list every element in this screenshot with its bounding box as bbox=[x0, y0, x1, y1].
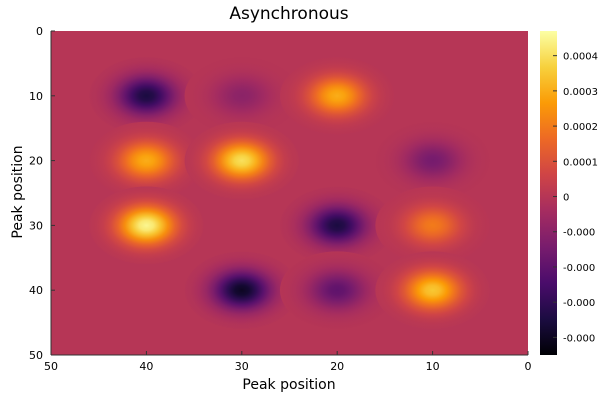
y-tick-label: 0 bbox=[36, 25, 43, 38]
y-axis-label: Peak position bbox=[10, 145, 26, 238]
heatmap-peak bbox=[184, 251, 300, 330]
chart-title: Asynchronous bbox=[229, 4, 348, 24]
axes: 50 40 30 20 10 0 0 10 20 30 40 50 bbox=[29, 25, 532, 373]
colorbar-tick-label: 0.0003 bbox=[563, 87, 598, 98]
colorbar-tick-label: 0.0002 bbox=[563, 122, 598, 133]
colorbar-tick-label: 0.0004 bbox=[563, 52, 598, 63]
x-tick-label: 30 bbox=[235, 360, 249, 373]
heatmap-peak bbox=[279, 251, 395, 330]
colorbar-tick-label: -0.000 bbox=[563, 298, 595, 309]
y-tick-label: 30 bbox=[29, 219, 43, 232]
heatmap-peak bbox=[89, 56, 204, 135]
x-tick-label: 20 bbox=[330, 360, 344, 373]
heatmap-peak bbox=[89, 121, 204, 200]
heatmap-peak bbox=[89, 186, 204, 265]
plot-area bbox=[51, 31, 528, 355]
heatmap-peak bbox=[184, 121, 300, 200]
x-tick-label: 50 bbox=[44, 360, 58, 373]
heatmap-peak bbox=[375, 186, 490, 265]
x-tick-label: 0 bbox=[525, 360, 532, 373]
y-tick-label: 10 bbox=[29, 90, 43, 103]
colorbar-tick-label: 0.0001 bbox=[563, 157, 598, 168]
colorbar-gradient bbox=[540, 31, 557, 355]
heatmap-peak bbox=[279, 56, 395, 135]
y-tick-label: 50 bbox=[29, 349, 43, 362]
colorbar: 0.0004 0.0003 0.0002 0.0001 0 -0.000 -0.000 -0.… bbox=[540, 31, 598, 355]
heatmap-peak bbox=[375, 251, 490, 330]
colorbar-tick-label: -0.000 bbox=[563, 333, 595, 344]
heatmap-peak bbox=[375, 121, 490, 200]
x-tick-label: 10 bbox=[426, 360, 440, 373]
colorbar-tick-label: 0 bbox=[563, 193, 569, 204]
colorbar-tick-label: -0.000 bbox=[563, 228, 595, 239]
heatmap-peak bbox=[279, 186, 395, 265]
x-axis-label: Peak position bbox=[242, 377, 335, 393]
heatmap-peak bbox=[184, 56, 300, 135]
y-tick-label: 20 bbox=[29, 155, 43, 168]
x-tick-label: 40 bbox=[139, 360, 153, 373]
y-tick-label: 40 bbox=[29, 284, 43, 297]
colorbar-tick-label: -0.000 bbox=[563, 263, 595, 274]
